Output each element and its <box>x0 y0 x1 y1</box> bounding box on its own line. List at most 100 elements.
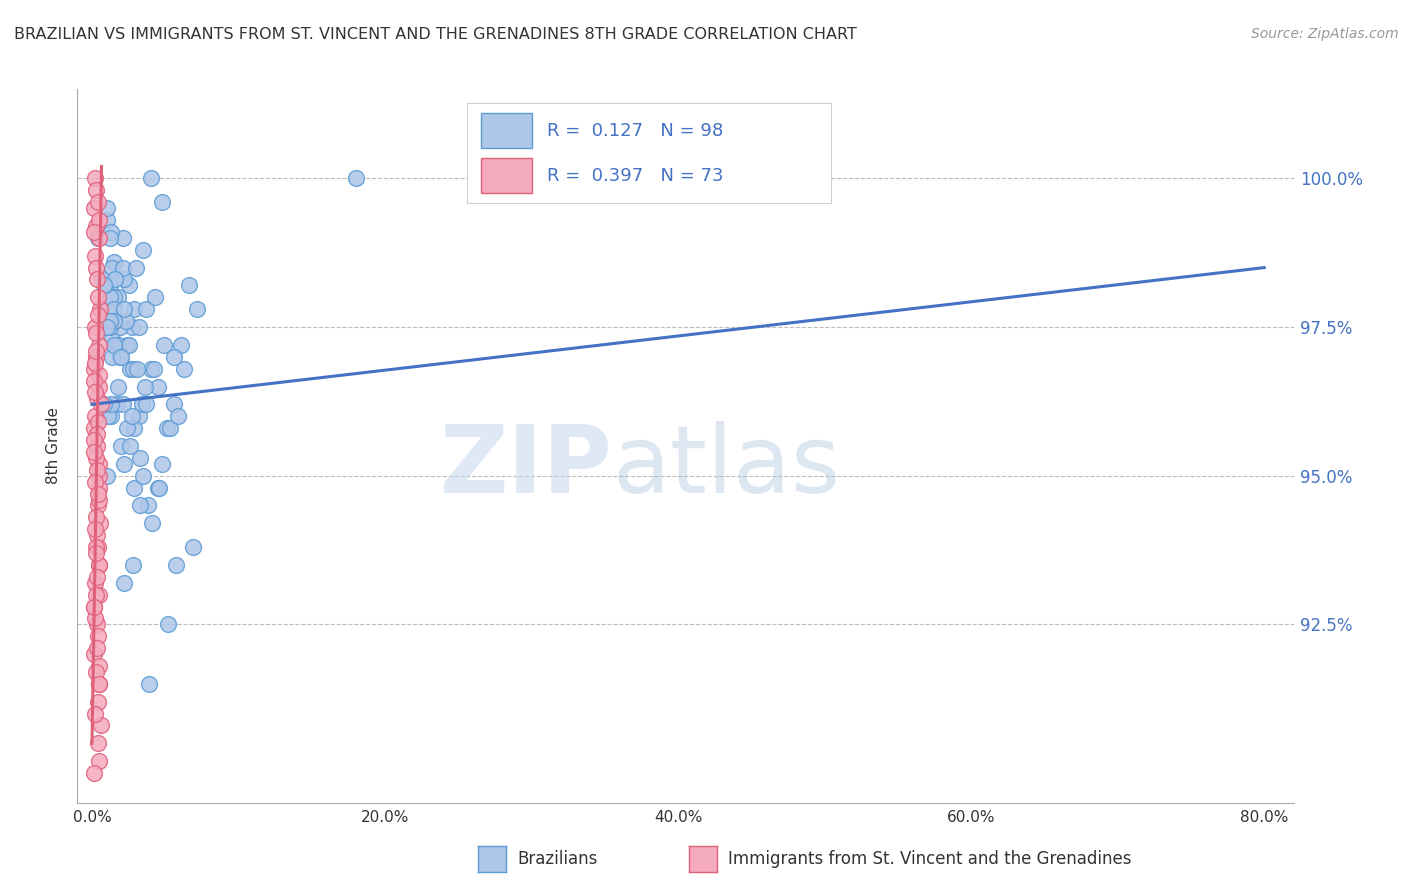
Point <box>117 338 139 352</box>
Point <box>128 320 150 334</box>
Point <box>89 338 111 352</box>
Point <box>121 320 143 334</box>
Point <box>86 463 108 477</box>
Point <box>83 361 105 376</box>
Point <box>86 450 108 465</box>
Point <box>87 736 110 750</box>
Point <box>98 290 121 304</box>
Point <box>89 302 111 317</box>
Point <box>93 397 115 411</box>
Point <box>84 409 107 424</box>
Point <box>134 379 156 393</box>
Point <box>142 361 165 376</box>
Point <box>103 254 125 268</box>
Point <box>103 290 125 304</box>
Point <box>89 754 111 768</box>
Point <box>87 629 110 643</box>
Point <box>125 260 148 275</box>
Point <box>83 599 105 614</box>
Point <box>84 475 107 489</box>
Point <box>84 219 107 233</box>
Text: ZIP: ZIP <box>440 421 613 514</box>
Point <box>104 272 127 286</box>
Point <box>84 356 107 370</box>
Point <box>87 677 110 691</box>
Point <box>136 499 159 513</box>
Point <box>124 421 146 435</box>
Point <box>84 385 107 400</box>
Point <box>128 409 150 424</box>
Point <box>120 361 142 376</box>
Point <box>87 558 110 572</box>
Point <box>83 647 105 661</box>
Point <box>159 421 181 435</box>
Point <box>135 302 157 317</box>
Point <box>96 320 118 334</box>
Point <box>107 338 129 352</box>
Point <box>89 213 111 227</box>
Point <box>165 558 187 572</box>
Point <box>86 617 108 632</box>
Point <box>84 522 107 536</box>
Point <box>107 290 129 304</box>
Point <box>87 695 110 709</box>
Point <box>110 350 132 364</box>
Point <box>86 343 108 358</box>
Point <box>86 326 108 340</box>
Point <box>89 368 111 382</box>
Point <box>87 231 110 245</box>
Point <box>87 379 110 393</box>
Point <box>156 421 179 435</box>
Point <box>87 481 110 495</box>
Point <box>96 213 118 227</box>
Point <box>96 468 118 483</box>
Point <box>84 320 107 334</box>
Point <box>101 332 124 346</box>
Point <box>120 439 142 453</box>
Point <box>111 260 134 275</box>
Point <box>98 320 121 334</box>
Point <box>103 302 125 317</box>
Point <box>115 421 138 435</box>
Point <box>108 320 131 334</box>
Point <box>129 450 152 465</box>
Point <box>87 558 110 572</box>
Point <box>152 338 174 352</box>
Point <box>87 308 110 322</box>
Point <box>97 409 120 424</box>
Point <box>97 302 120 317</box>
Point <box>86 546 108 560</box>
Text: atlas: atlas <box>613 421 841 514</box>
Text: BRAZILIAN VS IMMIGRANTS FROM ST. VINCENT AND THE GRENADINES 8TH GRADE CORRELATIO: BRAZILIAN VS IMMIGRANTS FROM ST. VINCENT… <box>14 27 856 42</box>
Point <box>146 481 169 495</box>
Point <box>91 272 114 286</box>
Point <box>98 314 121 328</box>
Point <box>163 397 186 411</box>
Point <box>89 588 111 602</box>
Point <box>110 439 132 453</box>
Y-axis label: 8th Grade: 8th Grade <box>46 408 62 484</box>
Point <box>84 611 107 625</box>
Point <box>135 397 157 411</box>
Point <box>86 183 108 197</box>
Point <box>132 468 155 483</box>
Point <box>86 392 108 406</box>
Point <box>103 314 125 328</box>
Point <box>141 516 163 531</box>
Point <box>89 516 111 531</box>
Point <box>96 201 118 215</box>
Point <box>83 374 105 388</box>
Point <box>84 706 107 721</box>
Point <box>131 397 153 411</box>
Text: Source: ZipAtlas.com: Source: ZipAtlas.com <box>1251 27 1399 41</box>
Point <box>86 427 108 442</box>
Point <box>112 575 135 590</box>
Point <box>84 575 107 590</box>
Point <box>115 338 138 352</box>
Point <box>83 201 105 215</box>
Point <box>83 766 105 780</box>
Point <box>139 361 162 376</box>
Point <box>117 278 139 293</box>
Point <box>124 481 146 495</box>
Point <box>100 397 122 411</box>
